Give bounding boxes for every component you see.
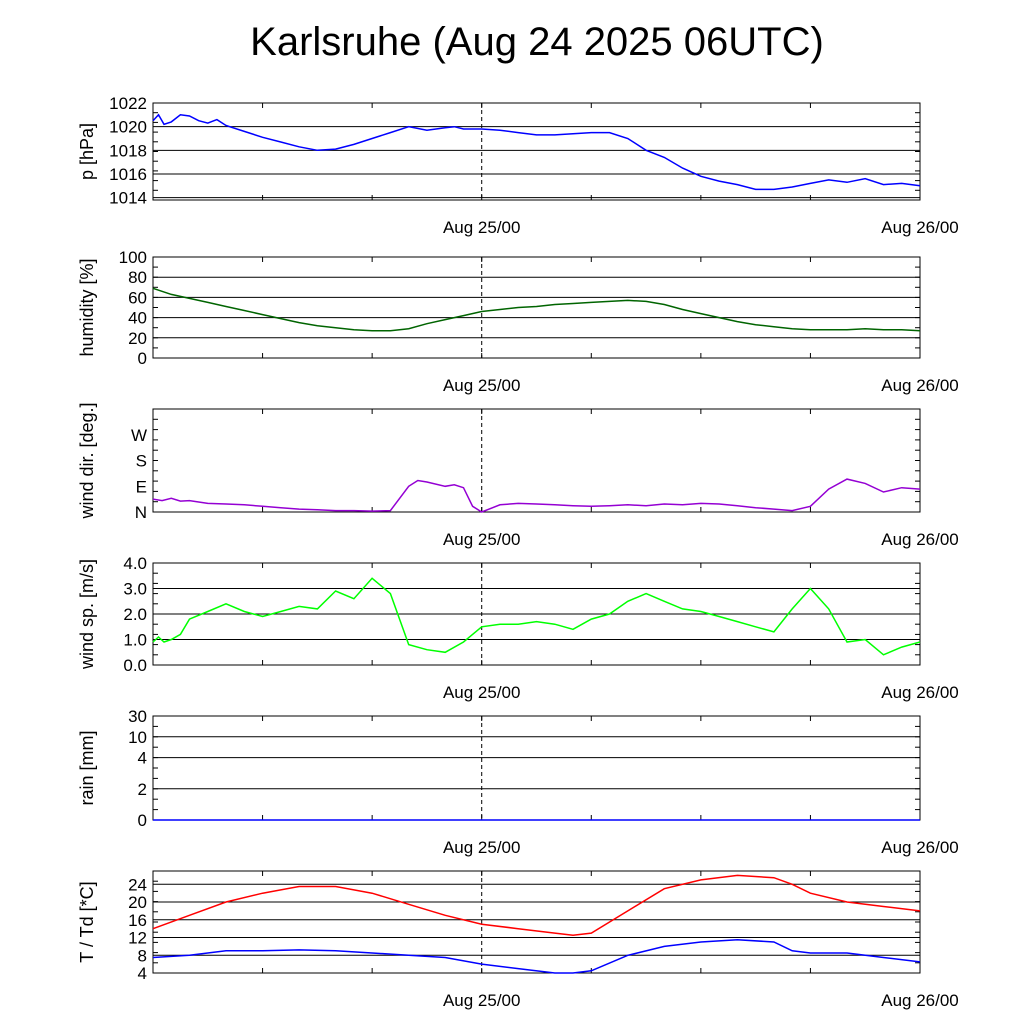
panel-5-y-tick-label: 30 bbox=[128, 707, 147, 726]
panel-2-y-tick-label: 80 bbox=[128, 268, 147, 287]
panel-2-y-axis-label: humidity [%] bbox=[77, 258, 97, 356]
panel-3-x-tick-label: Aug 25/00 bbox=[443, 530, 521, 549]
panel-3-y-tick-label: S bbox=[136, 452, 147, 471]
page-title: Karlsruhe (Aug 24 2025 06UTC) bbox=[250, 20, 824, 64]
panel-4-y-tick-label: 4.0 bbox=[123, 554, 147, 573]
panel-6-temperature-line bbox=[152, 874, 921, 937]
panel-2-y-tick-label: 100 bbox=[119, 248, 147, 267]
panel-6-dewpoint-line bbox=[152, 938, 921, 974]
panel-1-x-tick-label: Aug 26/00 bbox=[881, 218, 959, 237]
panel-5-y-tick-label: 4 bbox=[138, 749, 147, 768]
panel-4-y-tick-label: 1.0 bbox=[123, 631, 147, 650]
panel-4-x-tick-label: Aug 25/00 bbox=[443, 683, 521, 702]
panel-3-y-tick-label: E bbox=[136, 477, 147, 496]
panel-1-y-tick-label: 1014 bbox=[109, 189, 147, 208]
panel-5-frame bbox=[152, 715, 921, 821]
panel-2-y-tick-label: 60 bbox=[128, 288, 147, 307]
panel-5-y-tick-label: 10 bbox=[128, 728, 147, 747]
panel-2-x-tick-label: Aug 25/00 bbox=[443, 376, 521, 395]
panel-1-y-tick-label: 1018 bbox=[109, 141, 147, 160]
panel-4-y-tick-label: 2.0 bbox=[123, 605, 147, 624]
panel-1-y-tick-label: 1016 bbox=[109, 165, 147, 184]
panel-6-x-tick-label: Aug 26/00 bbox=[881, 991, 959, 1010]
panel-6-y-tick-label: 12 bbox=[128, 929, 147, 948]
panel-6-y-tick-label: 4 bbox=[138, 964, 147, 983]
panel-4-wind_speed-line bbox=[152, 577, 921, 656]
panel-1-frame bbox=[152, 102, 921, 201]
panel-5-y-tick-label: 0 bbox=[138, 811, 147, 830]
panel-1-y-tick-label: 1022 bbox=[109, 94, 147, 113]
panel-2-humidity-line bbox=[152, 287, 921, 332]
panel-3-x-tick-label: Aug 26/00 bbox=[881, 530, 959, 549]
panel-1-y-axis-label: p [hPa] bbox=[77, 123, 97, 180]
panel-3-y-tick-label: W bbox=[131, 426, 147, 445]
panel-6-y-tick-label: 20 bbox=[128, 893, 147, 912]
panel-6-y-axis-label: T / Td [*C] bbox=[77, 881, 97, 962]
panel-2-y-tick-label: 0 bbox=[138, 349, 147, 368]
panel-3-wind_direction-line bbox=[152, 478, 921, 513]
panel-4-x-tick-label: Aug 26/00 bbox=[881, 683, 959, 702]
panel-2-y-tick-label: 20 bbox=[128, 329, 147, 348]
panel-6-y-tick-label: 8 bbox=[138, 946, 147, 965]
panel-3-frame bbox=[152, 408, 921, 513]
panel-5-x-tick-label: Aug 25/00 bbox=[443, 838, 521, 857]
panel-2-x-tick-label: Aug 26/00 bbox=[881, 376, 959, 395]
panel-6-y-tick-label: 16 bbox=[128, 911, 147, 930]
panel-2-frame bbox=[152, 256, 921, 359]
panel-6-x-tick-label: Aug 25/00 bbox=[443, 991, 521, 1010]
panel-4-y-axis-label: wind sp. [m/s] bbox=[77, 559, 97, 670]
panel-1-pressure-line bbox=[152, 113, 921, 191]
panel-6-y-tick-label: 24 bbox=[128, 875, 147, 894]
panel-3-y-axis-label: wind dir. [deg.] bbox=[77, 402, 97, 519]
panel-6-frame bbox=[152, 870, 921, 974]
panel-4-y-tick-label: 3.0 bbox=[123, 580, 147, 599]
panel-5-y-tick-label: 2 bbox=[138, 780, 147, 799]
panel-5-y-axis-label: rain [mm] bbox=[77, 730, 97, 805]
panel-4-y-tick-label: 0.0 bbox=[123, 656, 147, 675]
panel-3-y-tick-label: N bbox=[135, 503, 147, 522]
panel-1-x-tick-label: Aug 25/00 bbox=[443, 218, 521, 237]
panel-2-y-tick-label: 40 bbox=[128, 309, 147, 328]
panel-1-y-tick-label: 1020 bbox=[109, 118, 147, 137]
panel-5-x-tick-label: Aug 26/00 bbox=[881, 838, 959, 857]
